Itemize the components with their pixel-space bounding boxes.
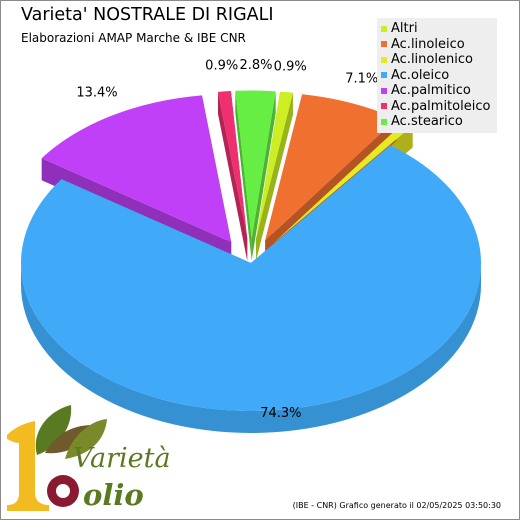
legend-item: Ac.linoleico: [381, 37, 497, 53]
pie-data-label: 13.4%: [76, 86, 117, 101]
pie-data-label: 2.8%: [239, 58, 272, 73]
pie-data-label: 74.3%: [260, 406, 301, 421]
legend-item: Ac.linolenico: [381, 52, 497, 68]
pie-slice-cut: [256, 92, 293, 261]
legend-label: Ac.linolenico: [391, 52, 473, 68]
legend-swatch: [381, 118, 387, 125]
legend-swatch: [381, 72, 387, 79]
chart-title: Varieta' NOSTRALE DI RIGALI: [21, 5, 274, 25]
chart-legend: Altri Ac.linoleico Ac.linolenico Ac.oleico A…: [377, 18, 497, 133]
varieta-olio-logo: Varietà olio: [7, 405, 171, 512]
legend-swatch: [381, 25, 387, 32]
legend-item: Ac.palmitoleico: [381, 99, 497, 115]
pie-data-label: 7.1%: [345, 72, 378, 87]
pie-tops: [20, 90, 481, 411]
pie-slice-cut: [251, 91, 276, 261]
pie-slice: [265, 94, 397, 241]
legend-swatch: [381, 56, 387, 63]
pie-slice: [235, 90, 276, 239]
pie-slice-cut: [235, 90, 252, 261]
logo-text-olio: olio: [83, 478, 144, 512]
pie-slice: [20, 145, 481, 411]
pie-slice: [273, 121, 413, 244]
chart-subtitle: Elaborazioni AMAP Marche & IBE CNR: [21, 31, 246, 45]
legend-label: Altri: [391, 21, 418, 37]
pie-slice: [217, 91, 248, 239]
pie-data-label: 0.9%: [274, 59, 307, 74]
legend-item: Ac.oleico: [381, 68, 497, 84]
legend-swatch: [381, 41, 387, 48]
legend-label: Ac.palmitoleico: [391, 98, 491, 114]
legend-label: Ac.linoleico: [391, 36, 465, 52]
legend-swatch: [381, 103, 387, 110]
legend-swatch: [381, 87, 387, 94]
pie-slice: [41, 95, 232, 243]
legend-label: Ac.stearico: [391, 114, 463, 130]
chart-footer: (IBE - CNR) Grafico generato il 02/05/20…: [292, 501, 501, 510]
pie-data-label: 0.9%: [205, 59, 238, 74]
legend-label: Ac.oleico: [391, 67, 450, 83]
pie-slice: [256, 91, 293, 239]
legend-item: Altri: [381, 21, 497, 37]
legend-item: Ac.stearico: [381, 114, 497, 130]
logo-text-varieta: Varietà: [73, 443, 171, 474]
pie-slice-cut: [217, 91, 248, 261]
legend-label: Ac.palmitico: [391, 83, 471, 99]
legend-item: Ac.palmitico: [381, 83, 497, 99]
